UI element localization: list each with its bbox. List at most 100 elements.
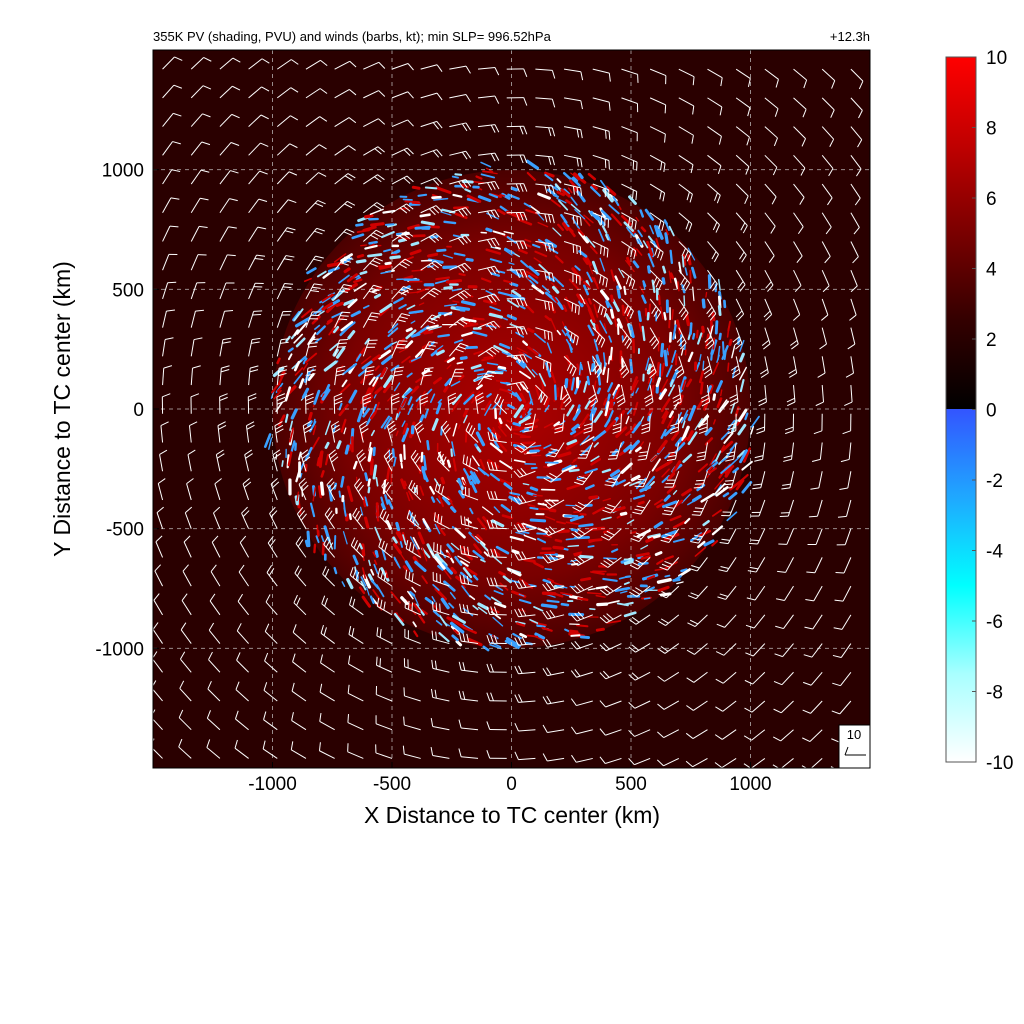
pv-streak: [547, 578, 555, 583]
wind-barb: [745, 643, 766, 657]
wind-barb: [513, 551, 536, 561]
wind-barb: [621, 97, 639, 113]
pv-streak: [446, 357, 456, 364]
pv-streak: [556, 329, 562, 336]
wind-barb: [758, 385, 767, 407]
wind-barb: [188, 421, 198, 443]
y-axis-label: Y Distance to TC center (km): [49, 261, 75, 557]
pv-streak: [611, 548, 619, 553]
wind-barb: [592, 327, 606, 348]
wind-barb: [405, 569, 421, 587]
wind-barb: [291, 682, 307, 702]
pv-streak: [609, 308, 615, 319]
pv-streak: [666, 348, 669, 356]
pv-streak: [276, 357, 281, 365]
wind-barb: [236, 652, 249, 673]
pv-streak: [529, 444, 542, 448]
wind-barb: [162, 141, 181, 156]
pv-streak: [493, 590, 504, 596]
pv-streak: [413, 595, 420, 607]
pv-streak: [511, 289, 522, 298]
pv-streak: [635, 216, 640, 222]
wind-barb: [190, 337, 203, 357]
wind-barb: [305, 172, 327, 185]
pv-streak: [668, 270, 672, 284]
wind-barb: [649, 327, 660, 350]
pv-streak: [311, 436, 320, 450]
wind-barb: [219, 170, 239, 185]
pv-streak: [561, 329, 567, 337]
wind-barb: [363, 61, 386, 70]
wind-barb: [546, 442, 565, 458]
pv-streak: [569, 179, 579, 192]
wind-barb: [403, 716, 421, 731]
pv-streak: [489, 472, 501, 482]
pv-streak: [553, 459, 562, 463]
pv-streak: [656, 362, 660, 376]
wind-barb: [735, 269, 746, 292]
pv-streak: [567, 227, 576, 238]
wind-barb: [362, 284, 382, 300]
pv-streak: [668, 410, 674, 419]
pv-streak: [554, 592, 564, 598]
pv-streak: [661, 409, 668, 419]
pv-streak: [595, 627, 605, 632]
pv-streak: [352, 554, 359, 566]
pv-streak: [309, 502, 316, 518]
pv-streak: [712, 393, 717, 401]
wind-barb: [486, 749, 507, 759]
wind-barb: [242, 478, 252, 501]
wind-barb: [162, 84, 183, 99]
pv-streak: [472, 604, 479, 611]
pv-streak: [699, 381, 704, 395]
pv-streak: [596, 387, 601, 395]
wind-barb: [821, 241, 831, 264]
pv-streak: [375, 512, 380, 522]
wind-barb: [375, 744, 393, 759]
pv-streak: [430, 496, 436, 503]
wind-barb: [459, 603, 479, 616]
pv-streak: [473, 350, 484, 355]
wind-barb: [772, 758, 794, 768]
pv-streak: [436, 524, 446, 536]
pv-streak: [567, 544, 580, 548]
wind-barb: [334, 365, 346, 386]
pv-streak: [490, 272, 501, 277]
pv-streak: [611, 506, 626, 513]
pv-streak: [590, 363, 595, 373]
pv-streak: [393, 612, 405, 626]
pv-streak: [561, 222, 570, 231]
pv-streak: [302, 362, 309, 371]
wind-barb: [542, 695, 565, 705]
wind-barb: [362, 257, 384, 271]
pv-streak: [660, 379, 669, 393]
pv-streak: [333, 566, 338, 575]
wind-barb: [621, 68, 639, 83]
pv-streak: [397, 411, 401, 418]
pv-streak: [359, 506, 364, 516]
pv-streak: [340, 320, 354, 332]
pv-streak: [304, 539, 310, 548]
pv-streak: [329, 342, 339, 352]
pv-streak: [435, 402, 442, 415]
pv-streak: [371, 289, 378, 293]
pv-streak: [528, 265, 540, 276]
pv-streak: [518, 351, 525, 356]
pv-streak: [669, 249, 674, 265]
pv-streak: [586, 271, 593, 283]
pv-streak: [570, 377, 575, 391]
pv-streak: [475, 175, 483, 180]
wind-barb: [704, 327, 715, 350]
pv-streak: [637, 310, 642, 323]
pv-streak: [442, 254, 454, 259]
wind-barb: [420, 341, 438, 357]
pv-streak: [462, 623, 474, 631]
wind-barb: [775, 614, 794, 630]
pv-streak: [570, 172, 580, 181]
pv-streak: [343, 427, 347, 435]
wind-barb: [276, 199, 297, 214]
pv-streak: [533, 561, 544, 569]
pv-streak: [346, 273, 358, 283]
wind-barb: [449, 122, 472, 132]
pv-streak: [386, 466, 391, 482]
